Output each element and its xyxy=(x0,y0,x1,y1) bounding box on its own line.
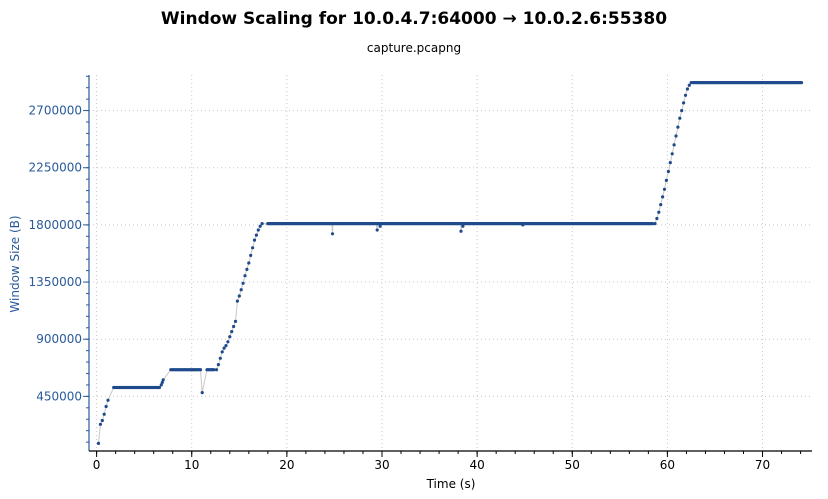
data-point xyxy=(230,330,234,334)
data-point xyxy=(100,418,104,423)
data-point xyxy=(222,346,226,350)
data-point xyxy=(657,210,661,214)
data-point xyxy=(682,101,686,105)
data-point xyxy=(252,238,257,242)
data-point xyxy=(678,116,682,120)
data-point xyxy=(226,340,230,344)
data-point xyxy=(157,385,161,390)
data-point xyxy=(232,324,236,329)
data-point xyxy=(461,224,465,228)
data-point xyxy=(687,83,691,87)
data-point xyxy=(228,335,232,339)
data-point xyxy=(220,350,224,354)
x-tick-label: 30 xyxy=(374,458,389,472)
data-point xyxy=(662,187,667,191)
y-tick-label: 1350000 xyxy=(29,275,82,289)
data-point xyxy=(249,253,253,257)
data-point xyxy=(102,412,106,416)
data-point xyxy=(218,356,222,360)
data-point xyxy=(260,222,264,226)
axes xyxy=(88,75,812,452)
data-point xyxy=(104,404,108,409)
x-tick-label: 40 xyxy=(469,458,484,472)
connecting-line xyxy=(98,82,802,444)
data-point xyxy=(258,224,262,228)
x-tick-label: 20 xyxy=(279,458,294,472)
data-point xyxy=(683,93,688,97)
data-point xyxy=(159,383,163,387)
data-point xyxy=(247,261,251,265)
data-point xyxy=(655,216,659,221)
data-point xyxy=(106,398,110,402)
data-point xyxy=(672,143,676,147)
data-point xyxy=(666,169,671,174)
x-tick-label: 70 xyxy=(755,458,770,472)
data-point xyxy=(254,233,258,237)
data-point xyxy=(239,288,243,292)
data-point xyxy=(241,281,245,285)
data-point xyxy=(670,152,674,156)
data-point xyxy=(680,109,684,113)
x-tick-label: 60 xyxy=(660,458,675,472)
x-tick-label: 10 xyxy=(184,458,199,472)
y-axis-ticks: 450000 900000 1350000 1800000 2250000 2700000 xyxy=(29,75,89,443)
data-points xyxy=(96,81,804,445)
data-point xyxy=(256,228,260,232)
data-point xyxy=(245,267,249,271)
data-point xyxy=(651,222,655,226)
chart-title: Window Scaling for 10.0.4.7:64000 → 10.0… xyxy=(161,9,667,29)
data-point xyxy=(243,274,247,278)
data-point xyxy=(237,294,241,298)
data-point xyxy=(375,228,379,232)
y-tick-label: 900000 xyxy=(36,332,82,346)
data-point xyxy=(653,222,657,226)
data-point xyxy=(685,87,690,91)
data-point xyxy=(799,81,804,85)
y-tick-label: 450000 xyxy=(36,389,82,403)
series-line xyxy=(98,82,802,444)
data-point xyxy=(214,368,219,372)
x-axis-ticks: 0 10 20 30 40 50 60 70 xyxy=(93,451,802,472)
data-point xyxy=(378,224,382,228)
data-point xyxy=(659,203,663,207)
data-point xyxy=(161,378,165,382)
data-point xyxy=(160,380,164,384)
data-point xyxy=(676,125,680,129)
data-point xyxy=(674,134,678,138)
data-point xyxy=(251,246,255,250)
y-tick-label: 2250000 xyxy=(29,161,82,175)
x-tick-label: 0 xyxy=(93,458,101,472)
data-point xyxy=(224,344,228,348)
data-point xyxy=(330,232,335,236)
data-point xyxy=(668,161,672,165)
data-point xyxy=(235,299,239,303)
data-point xyxy=(96,441,101,445)
data-point xyxy=(459,229,463,233)
data-point xyxy=(212,368,216,372)
chart-subtitle: capture.pcapng xyxy=(367,41,461,55)
x-axis-label: Time (s) xyxy=(426,477,476,491)
data-point xyxy=(661,195,665,199)
data-point xyxy=(216,363,220,367)
y-axis-label: Window Size (B) xyxy=(8,215,22,312)
data-point xyxy=(200,391,204,395)
y-tick-label: 1800000 xyxy=(29,218,82,232)
data-point xyxy=(664,178,669,182)
data-point xyxy=(198,368,203,372)
data-point xyxy=(233,319,238,323)
y-tick-label: 2700000 xyxy=(29,104,82,118)
x-tick-label: 50 xyxy=(565,458,580,472)
grid-lines xyxy=(89,75,812,451)
data-point xyxy=(98,422,102,426)
